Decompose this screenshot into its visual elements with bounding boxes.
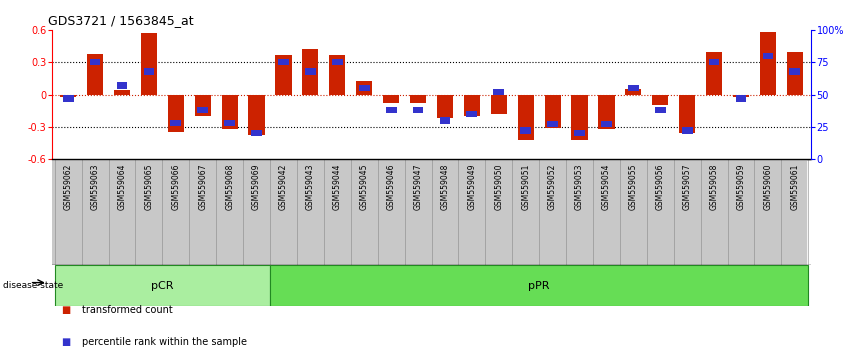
Text: GSM559048: GSM559048 — [441, 163, 449, 210]
Bar — [520, 127, 531, 134]
Bar — [90, 59, 100, 65]
Bar — [195, 95, 210, 116]
Bar — [55, 265, 270, 306]
Bar — [598, 95, 615, 129]
Text: GSM559047: GSM559047 — [414, 163, 423, 210]
Text: GSM559046: GSM559046 — [386, 163, 396, 210]
Bar — [735, 95, 746, 102]
Bar — [494, 89, 504, 95]
Bar — [759, 32, 776, 95]
Bar — [545, 95, 560, 128]
Bar — [278, 59, 289, 65]
Bar — [385, 107, 397, 113]
Text: GDS3721 / 1563845_at: GDS3721 / 1563845_at — [48, 15, 194, 28]
Text: pCR: pCR — [151, 281, 173, 291]
Bar — [251, 130, 262, 137]
Text: GSM559069: GSM559069 — [252, 163, 261, 210]
Bar — [302, 49, 319, 95]
Bar — [60, 95, 76, 97]
Bar — [197, 107, 208, 113]
Bar — [518, 95, 533, 140]
Text: GSM559060: GSM559060 — [764, 163, 772, 210]
Bar — [359, 85, 370, 91]
Text: GSM559056: GSM559056 — [656, 163, 665, 210]
Bar — [628, 85, 639, 91]
Bar — [440, 117, 450, 124]
Bar — [413, 107, 423, 113]
Bar — [733, 95, 749, 97]
Bar — [410, 95, 426, 103]
Bar — [249, 95, 265, 136]
Bar — [329, 55, 346, 95]
Bar — [114, 90, 130, 95]
Bar — [625, 89, 642, 95]
Bar — [574, 130, 585, 137]
Bar — [332, 59, 343, 65]
Text: GSM559057: GSM559057 — [682, 163, 692, 210]
Bar — [790, 68, 800, 75]
Bar — [708, 59, 720, 65]
Text: GSM559043: GSM559043 — [306, 163, 315, 210]
Bar — [436, 95, 453, 118]
Bar — [87, 54, 103, 95]
Text: disease state: disease state — [3, 281, 63, 290]
Bar — [224, 120, 235, 126]
Text: GSM559059: GSM559059 — [736, 163, 746, 210]
Text: GSM559049: GSM559049 — [468, 163, 476, 210]
Text: pPR: pPR — [528, 281, 550, 291]
Bar — [222, 95, 237, 129]
Bar — [467, 111, 477, 117]
Text: GSM559058: GSM559058 — [709, 163, 719, 210]
Bar — [383, 95, 399, 103]
Bar — [706, 52, 722, 95]
Bar — [655, 107, 666, 113]
Text: GSM559052: GSM559052 — [548, 163, 557, 210]
Bar — [270, 265, 808, 306]
Bar — [464, 95, 480, 116]
Bar — [572, 95, 588, 140]
Text: GSM559045: GSM559045 — [359, 163, 369, 210]
Text: GSM559062: GSM559062 — [63, 163, 73, 210]
Bar — [141, 33, 157, 95]
Text: GSM559061: GSM559061 — [791, 163, 799, 210]
Bar — [491, 95, 507, 114]
Text: GSM559063: GSM559063 — [91, 163, 100, 210]
Bar — [117, 82, 127, 89]
Bar — [171, 120, 181, 126]
Text: GSM559068: GSM559068 — [225, 163, 234, 210]
Text: GSM559050: GSM559050 — [494, 163, 503, 210]
Bar — [787, 52, 803, 95]
Bar — [356, 81, 372, 95]
Text: GSM559066: GSM559066 — [171, 163, 180, 210]
Bar — [652, 95, 669, 105]
Bar — [763, 53, 773, 59]
Bar — [144, 68, 154, 75]
Bar — [62, 95, 74, 102]
Text: GSM559044: GSM559044 — [333, 163, 342, 210]
Text: GSM559042: GSM559042 — [279, 163, 288, 210]
Text: GSM559054: GSM559054 — [602, 163, 611, 210]
Text: ■: ■ — [61, 305, 70, 315]
Text: ■: ■ — [61, 337, 70, 347]
Bar — [679, 95, 695, 133]
Text: GSM559067: GSM559067 — [198, 163, 207, 210]
Bar — [275, 55, 292, 95]
Bar — [682, 127, 693, 134]
Bar — [305, 68, 316, 75]
Text: GSM559051: GSM559051 — [521, 163, 530, 210]
Text: percentile rank within the sample: percentile rank within the sample — [82, 337, 248, 347]
Text: GSM559065: GSM559065 — [145, 163, 153, 210]
Bar — [601, 121, 612, 127]
Text: GSM559053: GSM559053 — [575, 163, 584, 210]
Text: transformed count: transformed count — [82, 305, 173, 315]
Bar — [547, 121, 558, 127]
Text: GSM559064: GSM559064 — [118, 163, 126, 210]
Bar — [168, 95, 184, 132]
Text: GSM559055: GSM559055 — [629, 163, 638, 210]
